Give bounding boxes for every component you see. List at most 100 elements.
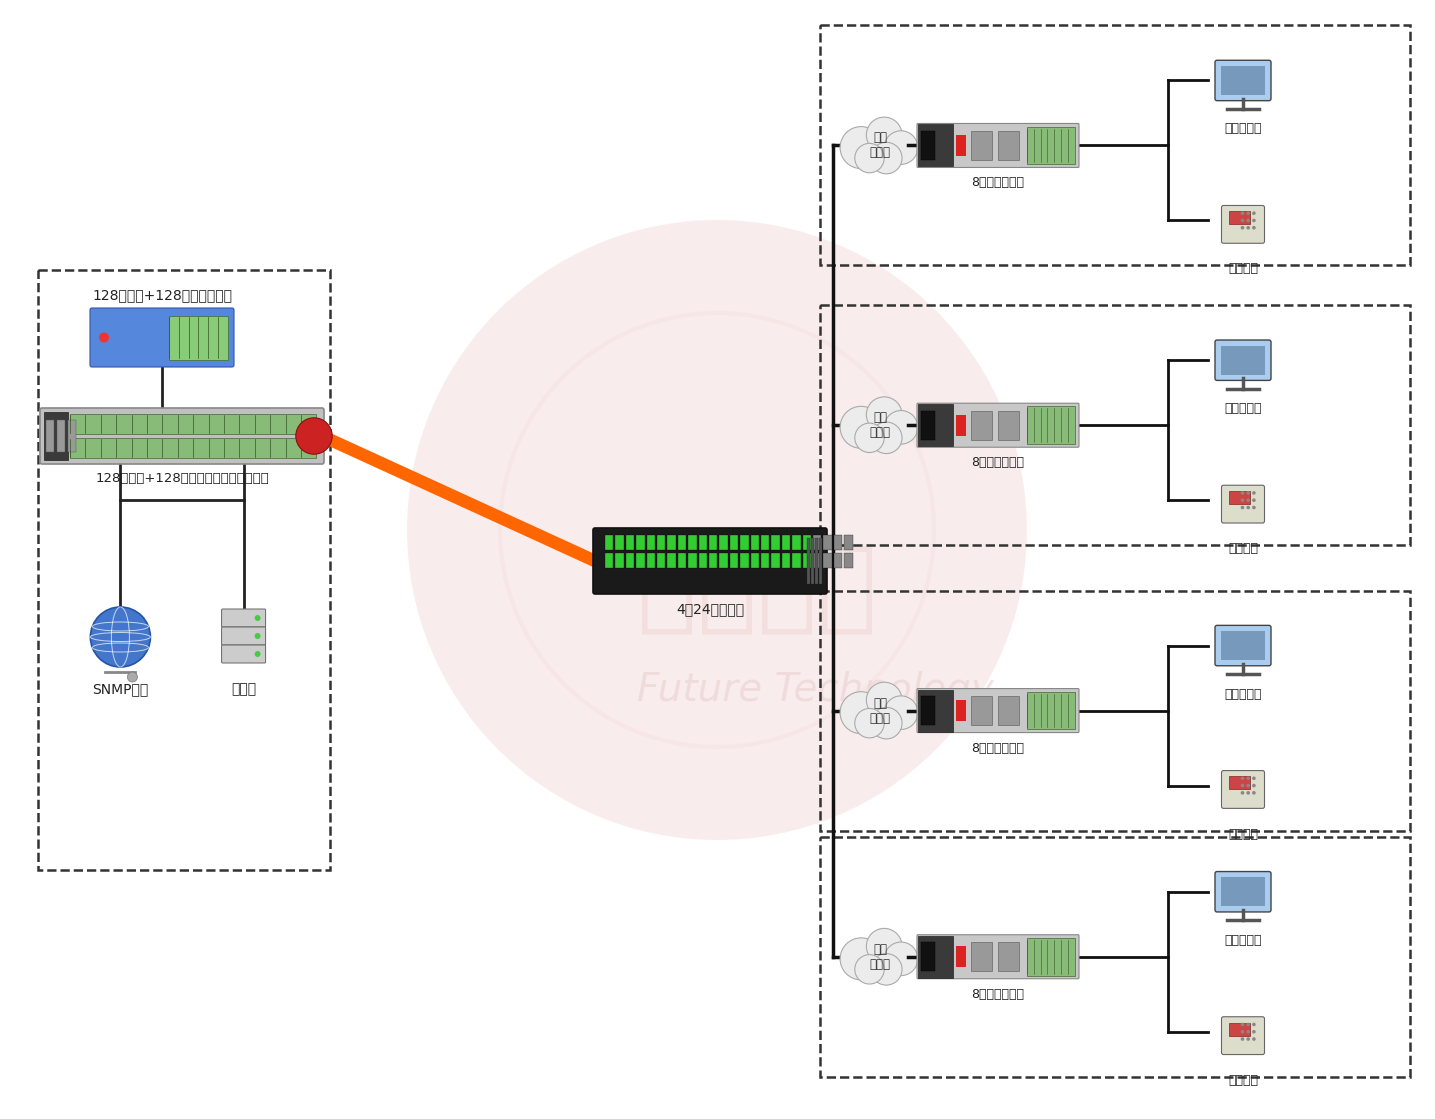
Text: 128路输入+128路输出开关量以太网主机: 128路输入+128路输出开关量以太网主机 xyxy=(95,472,268,485)
Bar xyxy=(997,696,1019,725)
Bar xyxy=(761,535,769,549)
Bar xyxy=(819,305,1411,545)
Bar xyxy=(751,553,759,567)
Bar xyxy=(46,421,55,452)
Circle shape xyxy=(839,938,883,980)
Bar xyxy=(802,553,811,567)
Text: 8路开关量网络: 8路开关量网络 xyxy=(971,988,1025,1000)
FancyBboxPatch shape xyxy=(593,528,827,594)
Circle shape xyxy=(1241,491,1244,495)
Circle shape xyxy=(99,332,109,342)
Bar xyxy=(626,553,634,567)
Bar xyxy=(647,553,654,567)
Circle shape xyxy=(1247,777,1250,780)
Bar xyxy=(819,837,1411,1076)
Circle shape xyxy=(1253,211,1256,215)
Bar xyxy=(918,404,953,446)
Circle shape xyxy=(1247,1029,1250,1034)
Circle shape xyxy=(296,417,331,454)
Bar xyxy=(636,535,644,549)
Circle shape xyxy=(1253,777,1256,780)
Bar xyxy=(844,535,852,549)
Circle shape xyxy=(1253,498,1256,502)
Bar xyxy=(772,553,779,567)
Circle shape xyxy=(1247,783,1250,788)
Bar xyxy=(1228,1023,1250,1036)
Bar xyxy=(751,535,759,549)
Bar xyxy=(730,553,738,567)
Bar xyxy=(709,553,718,567)
FancyBboxPatch shape xyxy=(221,627,265,645)
Bar xyxy=(709,535,718,549)
Bar xyxy=(1221,877,1266,906)
FancyBboxPatch shape xyxy=(1221,206,1264,243)
Bar xyxy=(792,553,801,567)
Circle shape xyxy=(1241,218,1244,223)
Circle shape xyxy=(1247,791,1250,794)
Bar xyxy=(971,942,992,971)
Text: 以太
传输网: 以太 传输网 xyxy=(870,411,891,440)
Bar xyxy=(657,553,666,567)
Circle shape xyxy=(1241,783,1244,788)
Bar xyxy=(606,535,613,549)
Circle shape xyxy=(867,929,903,965)
Circle shape xyxy=(867,397,903,433)
Circle shape xyxy=(1241,506,1244,509)
Bar xyxy=(616,535,624,549)
Circle shape xyxy=(1241,1023,1244,1026)
Bar xyxy=(677,553,686,567)
Circle shape xyxy=(884,942,918,976)
FancyBboxPatch shape xyxy=(221,645,265,662)
Bar xyxy=(740,535,749,549)
Bar xyxy=(921,411,936,440)
Bar xyxy=(1027,406,1075,444)
Text: 以太网用户: 以太网用户 xyxy=(1224,402,1261,415)
Text: 以太
传输网: 以太 传输网 xyxy=(870,942,891,971)
Text: 128路输入+128路输出开关量: 128路输入+128路输出开关量 xyxy=(92,288,232,302)
Text: 8路开关量网络: 8路开关量网络 xyxy=(971,177,1025,189)
Circle shape xyxy=(408,220,1027,840)
Bar xyxy=(1221,631,1266,660)
Circle shape xyxy=(1253,791,1256,794)
Circle shape xyxy=(1247,211,1250,215)
Circle shape xyxy=(1241,777,1244,780)
Bar xyxy=(811,538,814,584)
Circle shape xyxy=(867,117,903,153)
Circle shape xyxy=(884,696,918,730)
Bar xyxy=(997,131,1019,160)
Bar xyxy=(956,700,966,721)
Bar xyxy=(918,124,953,167)
Circle shape xyxy=(1247,506,1250,509)
Circle shape xyxy=(855,708,884,737)
Bar xyxy=(918,689,953,732)
Circle shape xyxy=(1253,1023,1256,1026)
Bar xyxy=(772,535,779,549)
Text: 报警主机: 报警主机 xyxy=(1228,1074,1258,1087)
Circle shape xyxy=(1241,211,1244,215)
Circle shape xyxy=(871,707,903,739)
Circle shape xyxy=(254,615,261,621)
Bar xyxy=(740,553,749,567)
Circle shape xyxy=(1247,1037,1250,1041)
FancyBboxPatch shape xyxy=(1215,872,1271,912)
Bar xyxy=(918,935,953,978)
Circle shape xyxy=(1253,226,1256,229)
FancyBboxPatch shape xyxy=(90,308,234,367)
Text: Future Technology: Future Technology xyxy=(637,671,994,709)
Bar xyxy=(971,696,992,725)
Bar xyxy=(647,535,654,549)
Bar xyxy=(657,535,666,549)
Circle shape xyxy=(1247,498,1250,502)
Circle shape xyxy=(839,692,883,734)
Circle shape xyxy=(855,423,884,452)
Circle shape xyxy=(1253,491,1256,495)
Text: 报警主机: 报警主机 xyxy=(1228,263,1258,275)
Text: 以太网用户: 以太网用户 xyxy=(1224,687,1261,700)
Bar xyxy=(1228,491,1250,505)
Circle shape xyxy=(1253,1029,1256,1034)
Circle shape xyxy=(254,633,261,639)
Circle shape xyxy=(839,126,883,169)
Circle shape xyxy=(1241,1029,1244,1034)
Circle shape xyxy=(871,422,903,453)
Circle shape xyxy=(871,953,903,985)
